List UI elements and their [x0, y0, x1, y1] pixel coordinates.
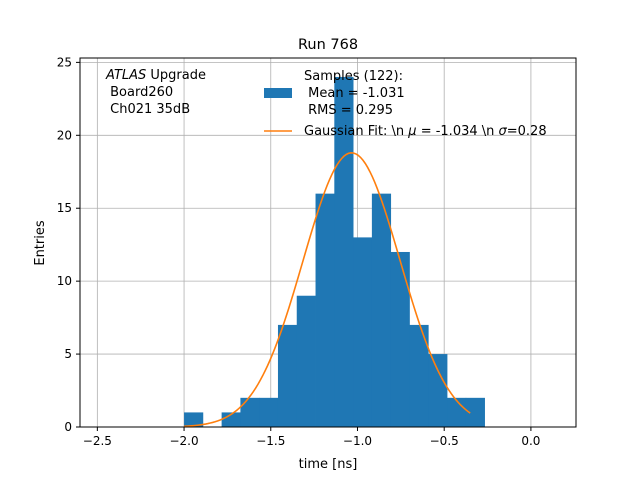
legend-samples-rms: RMS = 0.295 — [304, 103, 393, 118]
y-tick-label: 25 — [57, 55, 72, 69]
histogram-bar — [240, 397, 260, 427]
histogram-bar — [447, 397, 467, 427]
histogram-bars — [184, 76, 485, 427]
y-axis-ticks: 0 5 10 15 20 25 — [57, 55, 80, 434]
histogram-bar — [259, 397, 279, 427]
y-tick-label: 10 — [57, 274, 72, 288]
histogram-bar — [296, 295, 316, 427]
legend: Samples (122): Mean = -1.031 RMS = 0.295… — [264, 69, 547, 139]
upgrade-label: Upgrade — [146, 68, 206, 83]
y-axis-label: Entries — [33, 220, 48, 266]
histogram-bar — [409, 324, 429, 427]
histogram-bar — [353, 237, 373, 427]
histogram-bar — [221, 412, 241, 427]
sigma-symbol: σ — [499, 124, 508, 139]
chart-title: Run 768 — [298, 37, 358, 53]
svg-text:ATLAS Upgrade: ATLAS Upgrade — [105, 68, 206, 83]
histogram-bar — [334, 76, 354, 427]
atlas-label: ATLAS — [105, 68, 146, 83]
x-tick-label: −1.0 — [343, 434, 372, 448]
histogram-bar — [315, 193, 335, 427]
x-axis-label: time [ns] — [299, 457, 358, 472]
histogram-bar — [390, 251, 410, 427]
channel-label: Ch021 35dB — [106, 102, 190, 117]
y-tick-label: 0 — [64, 420, 72, 434]
x-tick-label: −2.0 — [169, 434, 198, 448]
plot-frame — [79, 57, 577, 428]
y-tick-label: 15 — [57, 201, 72, 215]
x-tick-label: 0.0 — [521, 434, 540, 448]
histogram-bar — [277, 324, 298, 427]
x-tick-label: −0.5 — [430, 434, 459, 448]
atlas-annotation: ATLAS Upgrade Board260 Ch021 35dB — [105, 68, 206, 117]
histogram-bar — [184, 412, 204, 427]
histogram-bar — [428, 354, 448, 427]
legend-samples-mean: Mean = -1.031 — [304, 86, 405, 101]
legend-fit-label: Gaussian Fit: \n μ = -1.034 \n σ=0.28 — [304, 124, 547, 139]
histogram-bar — [465, 397, 485, 427]
mu-symbol: μ — [407, 124, 416, 139]
y-tick-label: 20 — [57, 128, 72, 142]
legend-samples-title: Samples (122): — [304, 69, 403, 84]
legend-samples-swatch — [264, 88, 292, 98]
board-label: Board260 — [106, 85, 173, 100]
x-tick-label: −1.5 — [256, 434, 285, 448]
histogram-bar — [371, 193, 392, 427]
x-axis-ticks: −2.5 −2.0 −1.5 −1.0 −0.5 0.0 — [83, 427, 540, 448]
gaussian-fit-curve — [184, 152, 471, 428]
y-tick-label: 5 — [64, 347, 72, 361]
x-tick-label: −2.5 — [83, 434, 112, 448]
